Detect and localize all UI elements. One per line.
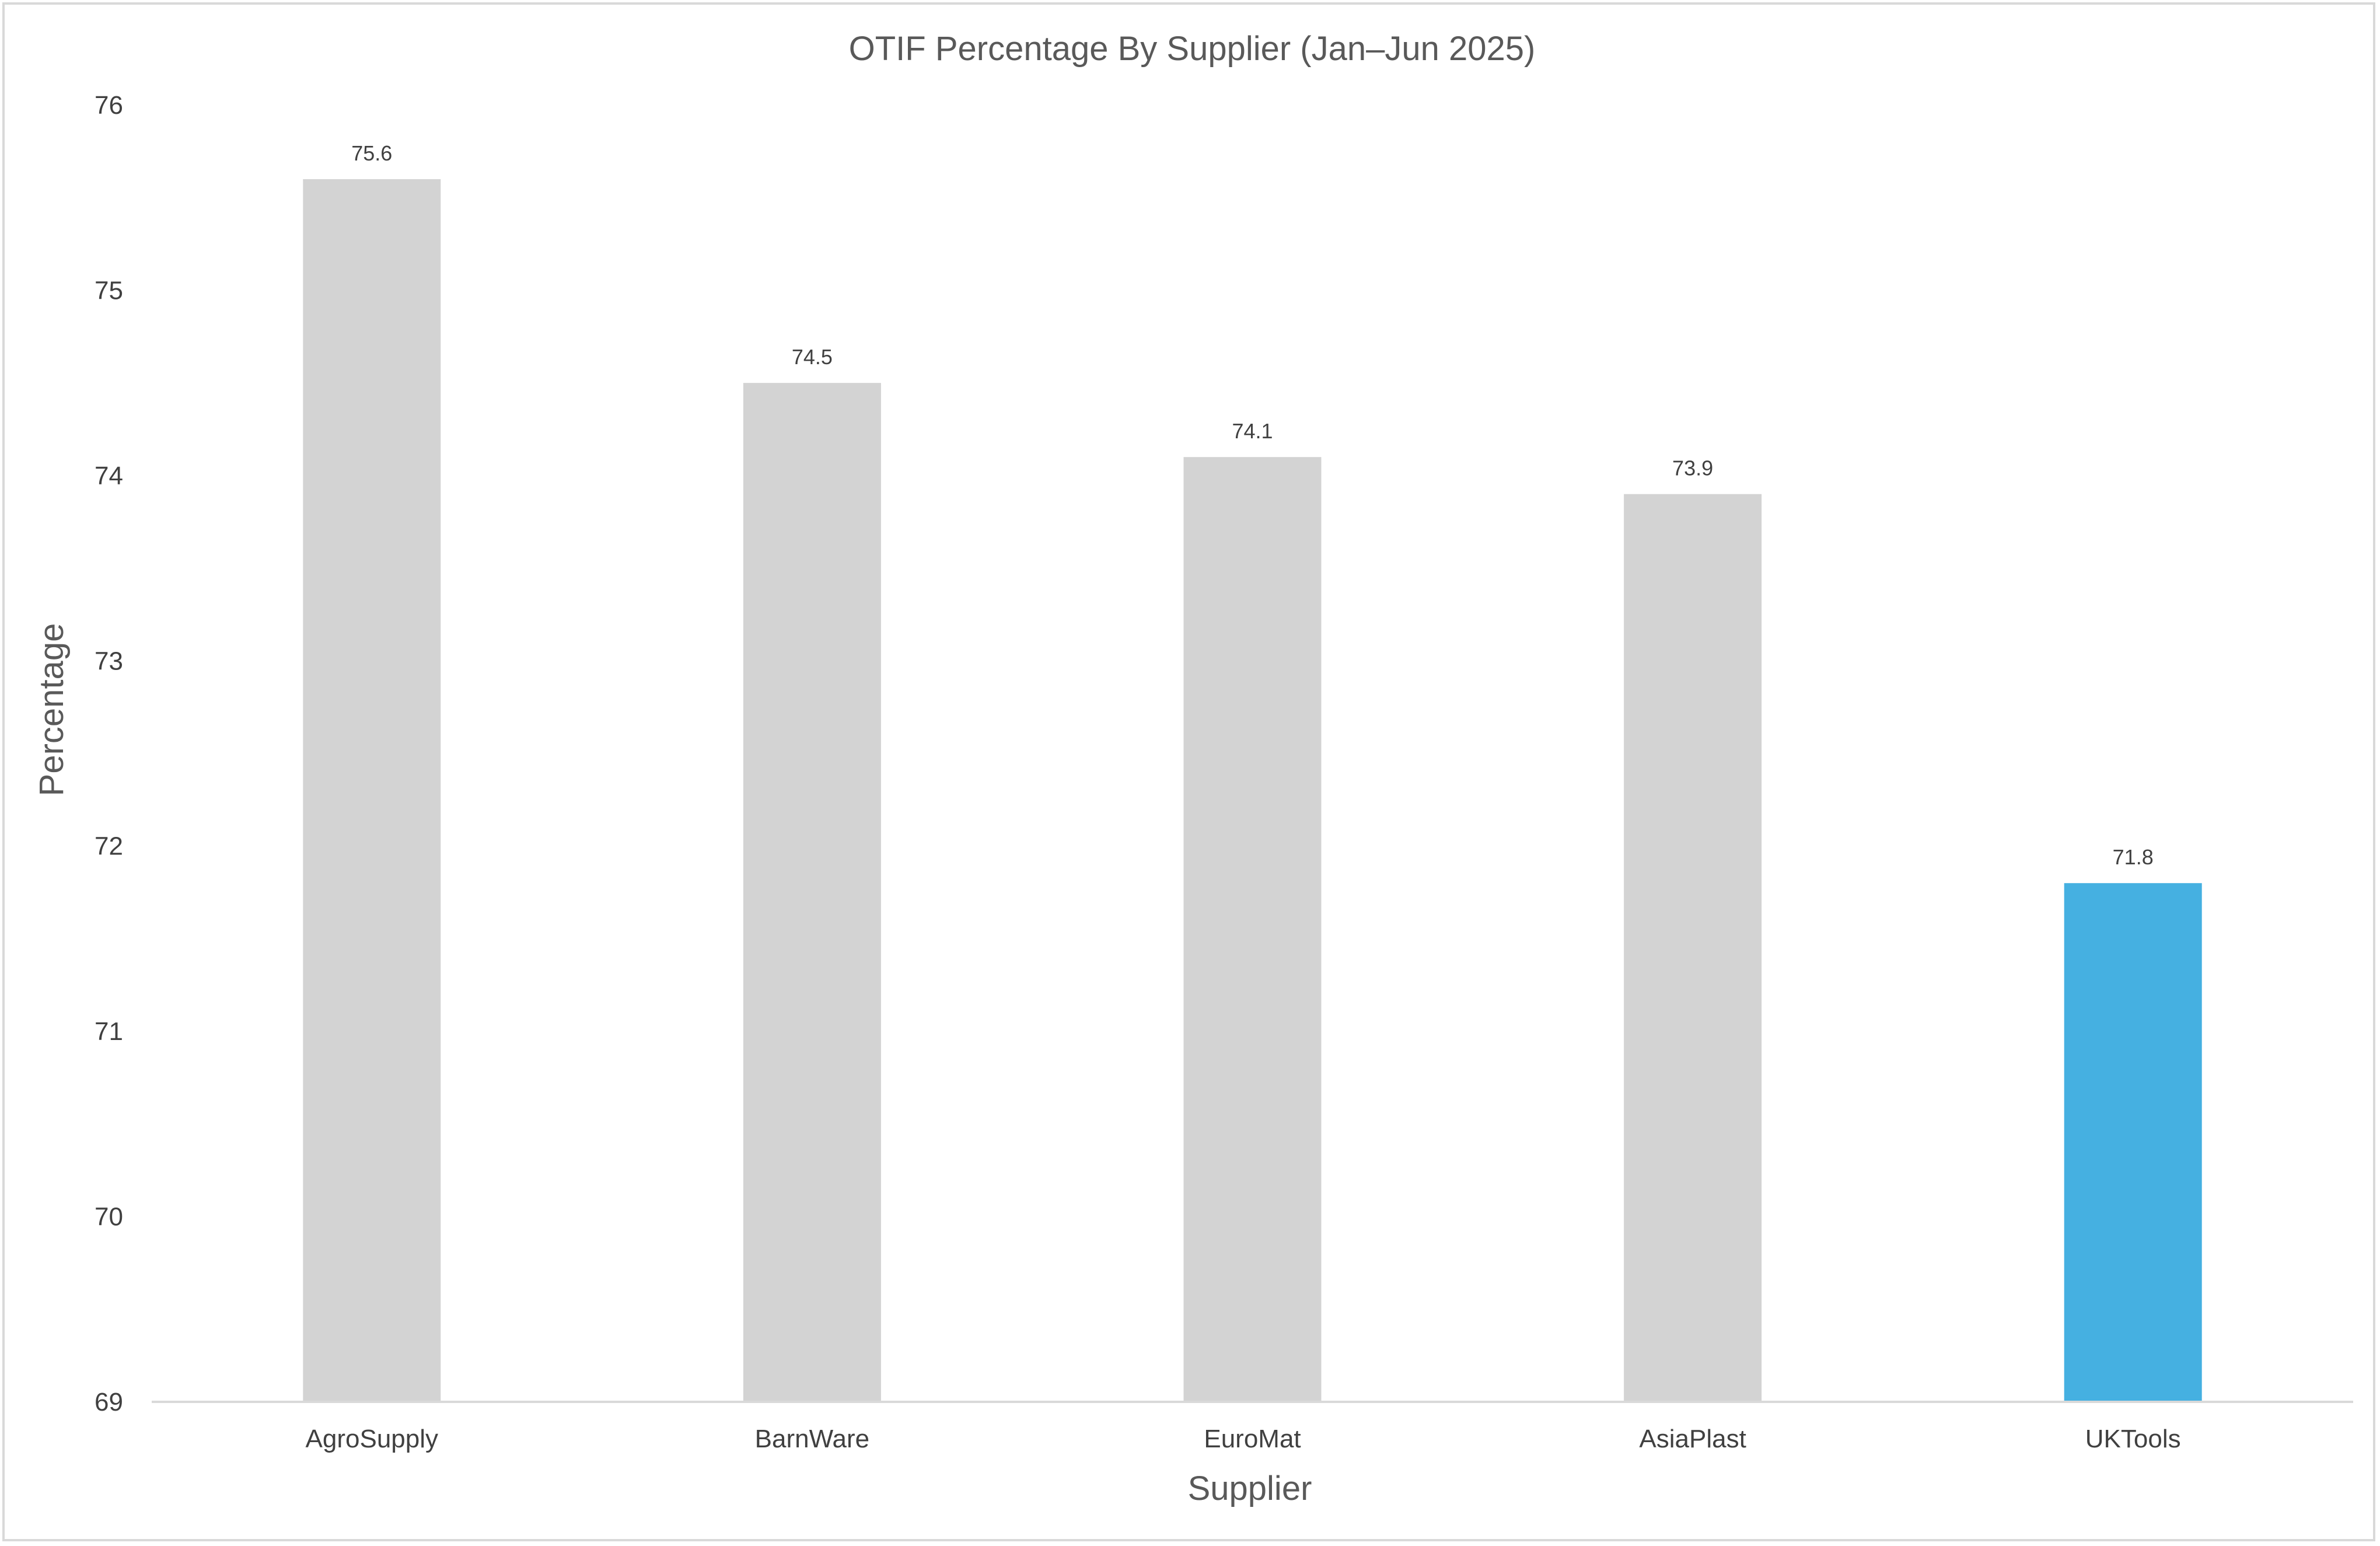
x-tick-label-agrosupply: AgroSupply	[306, 1425, 438, 1453]
y-tick-label: 69	[95, 1388, 123, 1416]
x-axis-title: Supplier	[1188, 1470, 1312, 1507]
bar-series	[303, 179, 2202, 1402]
data-label-barnware: 74.5	[792, 345, 833, 369]
data-label-agrosupply: 75.6	[351, 141, 392, 165]
bar-asiaplast	[1624, 494, 1762, 1402]
bar-agrosupply	[303, 179, 441, 1402]
x-tick-label-uktools: UKTools	[2085, 1425, 2181, 1453]
y-axis-ticks: 69 70 71 72 73 74 75 76	[95, 91, 123, 1416]
x-tick-label-barnware: BarnWare	[755, 1425, 869, 1453]
y-tick-label: 71	[95, 1017, 123, 1046]
y-axis-title: Percentage	[33, 623, 71, 797]
data-labels: 75.6 74.5 74.1 73.9 71.8	[351, 141, 2153, 869]
y-tick-label: 74	[95, 462, 123, 490]
y-tick-label: 75	[95, 276, 123, 305]
chart-title: OTIF Percentage By Supplier (Jan–Jun 202…	[849, 30, 1536, 68]
bar-barnware	[743, 383, 881, 1402]
data-label-uktools: 71.8	[2113, 845, 2154, 869]
x-tick-label-asiaplast: AsiaPlast	[1639, 1425, 1746, 1453]
y-tick-label: 76	[95, 91, 123, 120]
x-axis-ticks: AgroSupply BarnWare EuroMat AsiaPlast UKTool…	[306, 1425, 2181, 1453]
y-tick-label: 72	[95, 832, 123, 861]
bar-euromat	[1183, 457, 1322, 1402]
data-label-asiaplast: 73.9	[1672, 456, 1713, 480]
chart-svg: OTIF Percentage By Supplier (Jan–Jun 202…	[33, 30, 2353, 1507]
data-label-euromat: 74.1	[1232, 419, 1273, 443]
x-tick-label-euromat: EuroMat	[1204, 1425, 1301, 1453]
y-tick-label: 70	[95, 1203, 123, 1231]
bar-uktools	[2064, 883, 2202, 1402]
y-tick-label: 73	[95, 647, 123, 675]
